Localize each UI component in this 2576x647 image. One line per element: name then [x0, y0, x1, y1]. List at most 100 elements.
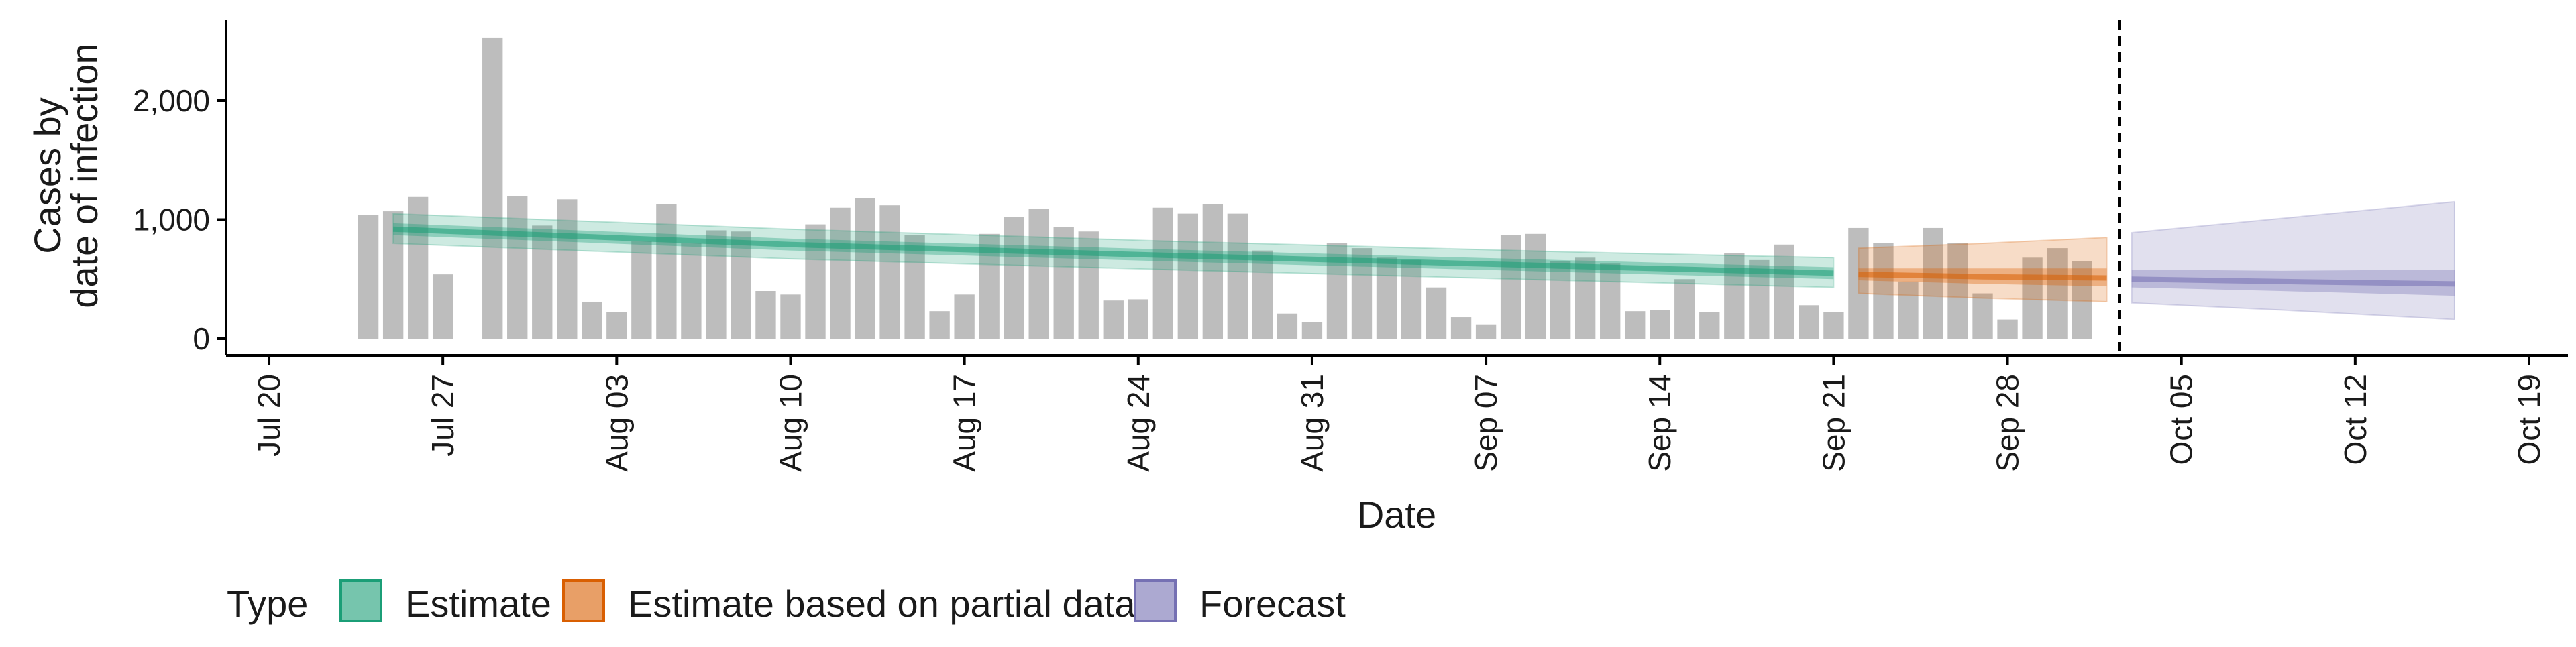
bar [432, 274, 453, 339]
bar [2047, 248, 2068, 339]
bar [1004, 217, 1024, 339]
median-line [1858, 272, 2107, 281]
ci-band-outer [1858, 237, 2108, 303]
y-tick-label: 1,000 [133, 202, 210, 237]
bar [681, 243, 702, 339]
bar [1848, 227, 1869, 339]
bar [1475, 324, 1497, 339]
y-axis-title: Cases by date of infection [26, 43, 105, 308]
bar [407, 196, 429, 339]
legend-label: Estimate [405, 583, 551, 625]
legend: Type Estimate Estimate based on partial d… [227, 579, 1346, 625]
bar [532, 225, 553, 339]
x-tick-label: Oct 05 [2164, 374, 2199, 465]
bar [1227, 213, 1248, 339]
bar [1500, 235, 1521, 339]
bar [606, 312, 627, 339]
bar [1128, 299, 1148, 339]
bar [1898, 281, 1919, 339]
x-tick-label: Jul 20 [252, 374, 286, 457]
legend-title: Type [227, 583, 308, 625]
bar [482, 37, 503, 339]
bar [1650, 310, 1670, 339]
legend-key [562, 579, 605, 622]
x-tick-label: Aug 31 [1295, 374, 1330, 472]
bar [755, 291, 776, 339]
x-axis-title: Date [1357, 493, 1436, 536]
x-tick-label: Aug 17 [947, 374, 982, 472]
bar [358, 215, 379, 339]
bar [1103, 300, 1124, 339]
x-tick-label: Sep 28 [1990, 374, 2025, 472]
legend-key [339, 579, 382, 622]
legend-label: Forecast [1199, 583, 1346, 625]
bar [1799, 305, 1819, 339]
bars-layer [358, 37, 2092, 339]
ci-band-outer [392, 213, 1835, 288]
bar [1774, 244, 1794, 339]
bar [1574, 257, 1596, 339]
bar [557, 199, 578, 339]
bar [904, 235, 925, 339]
x-tick-label: Aug 03 [599, 374, 634, 472]
bar [1997, 319, 2018, 339]
bands-layer [392, 20, 2455, 355]
bar [1301, 322, 1323, 339]
y-tick-label: 0 [193, 321, 210, 356]
bar [1972, 293, 1993, 339]
x-tick-label: Jul 27 [425, 374, 460, 457]
bar [1550, 261, 1571, 339]
median-line [2131, 276, 2455, 287]
bar [1674, 279, 1695, 339]
x-tick-label: Sep 07 [1468, 374, 1503, 472]
bar [954, 294, 975, 339]
bar [1823, 312, 1844, 339]
y-axis-title-line-2: date of infection [63, 43, 105, 308]
legend-label: Estimate based on partial data [628, 583, 1136, 625]
bar [1699, 312, 1720, 339]
bar [1202, 204, 1224, 339]
bar [382, 211, 404, 339]
bar [1625, 311, 1646, 339]
bar [1600, 263, 1621, 339]
bar [507, 196, 528, 339]
bar [731, 231, 751, 339]
y-axis-title-line-1: Cases by [26, 97, 68, 253]
bar [929, 311, 950, 339]
bar [879, 205, 900, 339]
y-tick-label: 2,000 [133, 83, 210, 118]
bar [855, 198, 875, 339]
bar [1177, 213, 1199, 339]
bar [1277, 313, 1298, 339]
bar [1450, 317, 1472, 339]
bar [582, 301, 602, 339]
bar [2072, 261, 2092, 339]
x-tick-label: Oct 19 [2512, 374, 2546, 465]
bar [631, 241, 652, 339]
x-tick-label: Aug 10 [773, 374, 808, 472]
bar [830, 207, 851, 339]
bar [1053, 227, 1074, 339]
bar [1078, 231, 1099, 339]
bar [1252, 250, 1273, 339]
bar [706, 230, 727, 339]
bar [1426, 287, 1447, 339]
bar [1376, 257, 1397, 339]
bar [1947, 243, 1968, 339]
x-tick-label: Sep 21 [1816, 374, 1851, 472]
bar [2022, 257, 2043, 339]
x-tick-label: Sep 14 [1642, 374, 1677, 472]
ci-band-outer [2131, 200, 2455, 320]
bar [1401, 259, 1422, 339]
bar [780, 294, 801, 339]
bar [656, 204, 677, 339]
x-tick-label: Oct 12 [2338, 374, 2373, 465]
bar [1525, 233, 1546, 339]
bar [1724, 253, 1745, 339]
bar [1152, 207, 1173, 339]
axes-layer: 0 1,000 2,000 Jul 20 Jul 27 Aug 03 Aug 10 Aug 1… [133, 20, 2568, 472]
bar [1873, 243, 1894, 339]
x-tick-label: Aug 24 [1121, 374, 1156, 472]
